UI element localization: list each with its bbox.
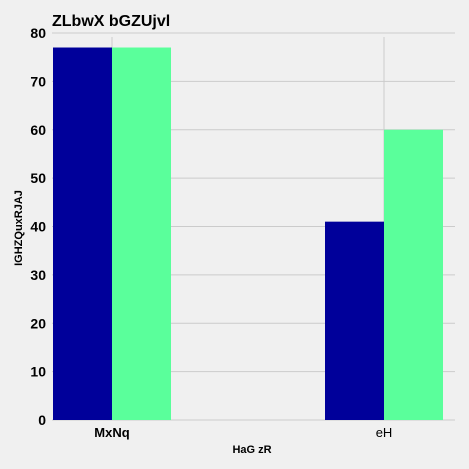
y-tick-label: 80 — [30, 25, 46, 41]
chart-title: ZLbwX bGZUjvl — [52, 13, 170, 30]
y-tick-label: 0 — [38, 412, 46, 428]
y-tick-label: 40 — [30, 219, 46, 235]
bars — [53, 47, 443, 420]
y-tick-label: 60 — [30, 122, 46, 138]
y-tick-label: 70 — [30, 73, 46, 89]
y-tick-labels: 0 10 20 30 40 50 60 70 80 — [30, 25, 46, 428]
x-axis-label: HaG zR — [232, 444, 271, 456]
y-tick-label: 20 — [30, 315, 46, 331]
x-tick-labels: MxNq eH — [94, 425, 392, 440]
bar-series-2-MxNq — [112, 47, 171, 420]
y-tick-label: 30 — [30, 267, 46, 283]
bar-series-1-MxNq — [53, 47, 112, 420]
bar-series-1-eH — [325, 221, 384, 420]
y-axis-label: IGHZQuxRJAJ — [13, 190, 25, 266]
x-tick-label-eH: eH — [376, 425, 393, 440]
y-tick-label: 10 — [30, 364, 46, 380]
bar-series-2-eH — [384, 129, 443, 420]
y-tick-label: 50 — [30, 170, 46, 186]
x-tick-label-MxNq: MxNq — [94, 425, 129, 440]
